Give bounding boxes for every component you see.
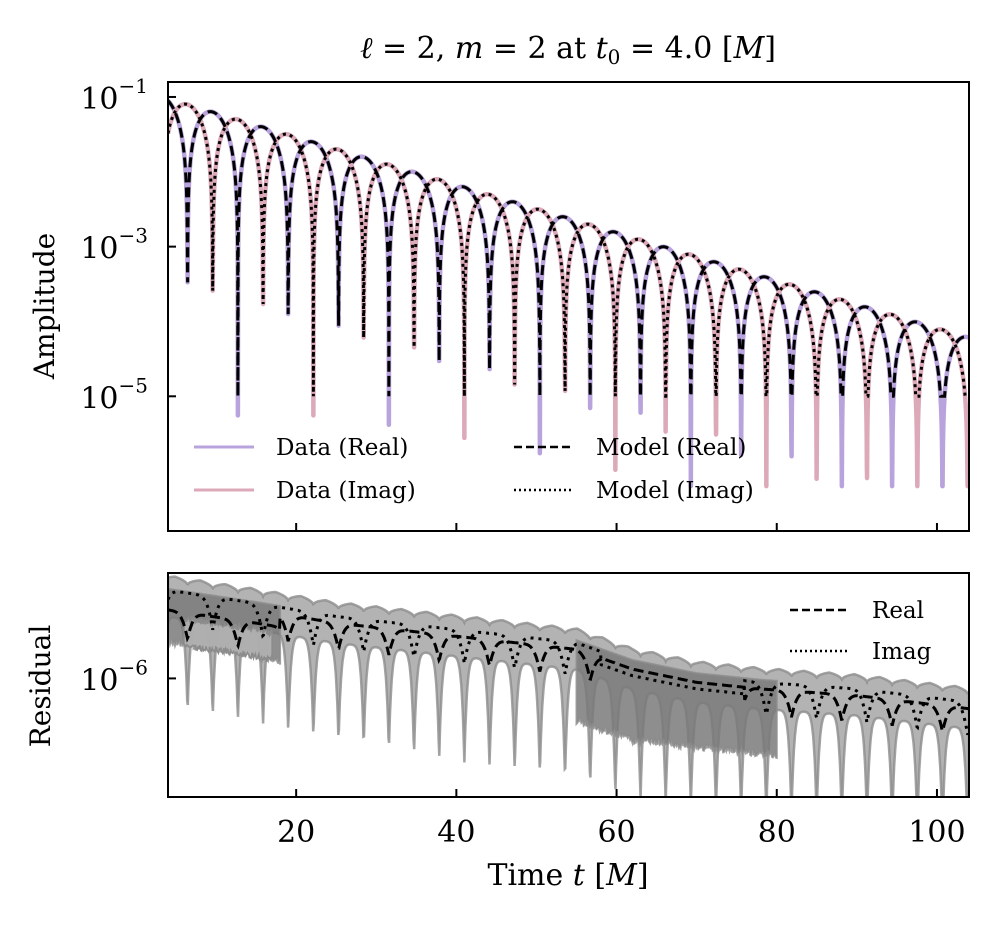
legend-entry: Data (Imag) (194, 478, 416, 504)
legend-label: Imag (872, 639, 932, 665)
series-model-real (168, 99, 969, 398)
residual-band-light (168, 575, 969, 797)
legend-label: Data (Imag) (276, 478, 416, 504)
residual-x-tick-label: 40 (437, 815, 475, 850)
time-x-label: Time t [M] (487, 858, 648, 893)
amplitude-y-tick-label: 10−1 (80, 74, 148, 117)
residual-x-tick-label: 60 (597, 815, 635, 850)
legend-entry: Real (790, 598, 924, 624)
legend-entry: Imag (790, 639, 932, 665)
residual-y-label: Residual (24, 625, 57, 748)
residual-x-tick-label: 80 (758, 815, 796, 850)
legend-label: Model (Real) (596, 435, 746, 461)
legend-entry: Model (Imag) (514, 478, 754, 504)
legend-label: Model (Imag) (596, 478, 754, 504)
series-model-imag (168, 102, 969, 398)
residual-band-dark-plateau (575, 638, 778, 760)
amplitude-y-tick-label: 10−5 (80, 373, 148, 416)
legend-entry: Data (Real) (194, 435, 408, 461)
series-residual-real (168, 608, 969, 736)
residual-x-tick-label: 100 (908, 815, 965, 850)
residual-y-tick-label: 10−6 (80, 655, 148, 698)
amplitude-legend: Data (Real) Data (Imag) Model (Real) Model … (194, 435, 754, 504)
residual-legend: Real Imag (790, 598, 932, 665)
residual-axis-ticks: 20 40 60 80 100 10−6 (80, 655, 965, 850)
series-residual-imag (168, 590, 969, 736)
legend-label: Data (Real) (276, 435, 408, 461)
legend-entry: Model (Real) (514, 435, 746, 461)
chart-title: ℓ = 2, m = 2 at t0 = 4.0 [M] (360, 31, 776, 69)
amplitude-plot-area (168, 98, 969, 489)
amplitude-y-label: Amplitude (28, 233, 61, 380)
amplitude-axes-frame (167, 81, 970, 532)
residual-plot-area (168, 575, 969, 797)
residual-axes-frame (167, 572, 970, 798)
legend-label: Real (872, 598, 924, 624)
amplitude-axis-ticks: 10−1 10−3 10−5 (80, 74, 938, 531)
residual-x-tick-label: 20 (277, 815, 315, 850)
amplitude-y-tick-label: 10−3 (80, 224, 148, 267)
